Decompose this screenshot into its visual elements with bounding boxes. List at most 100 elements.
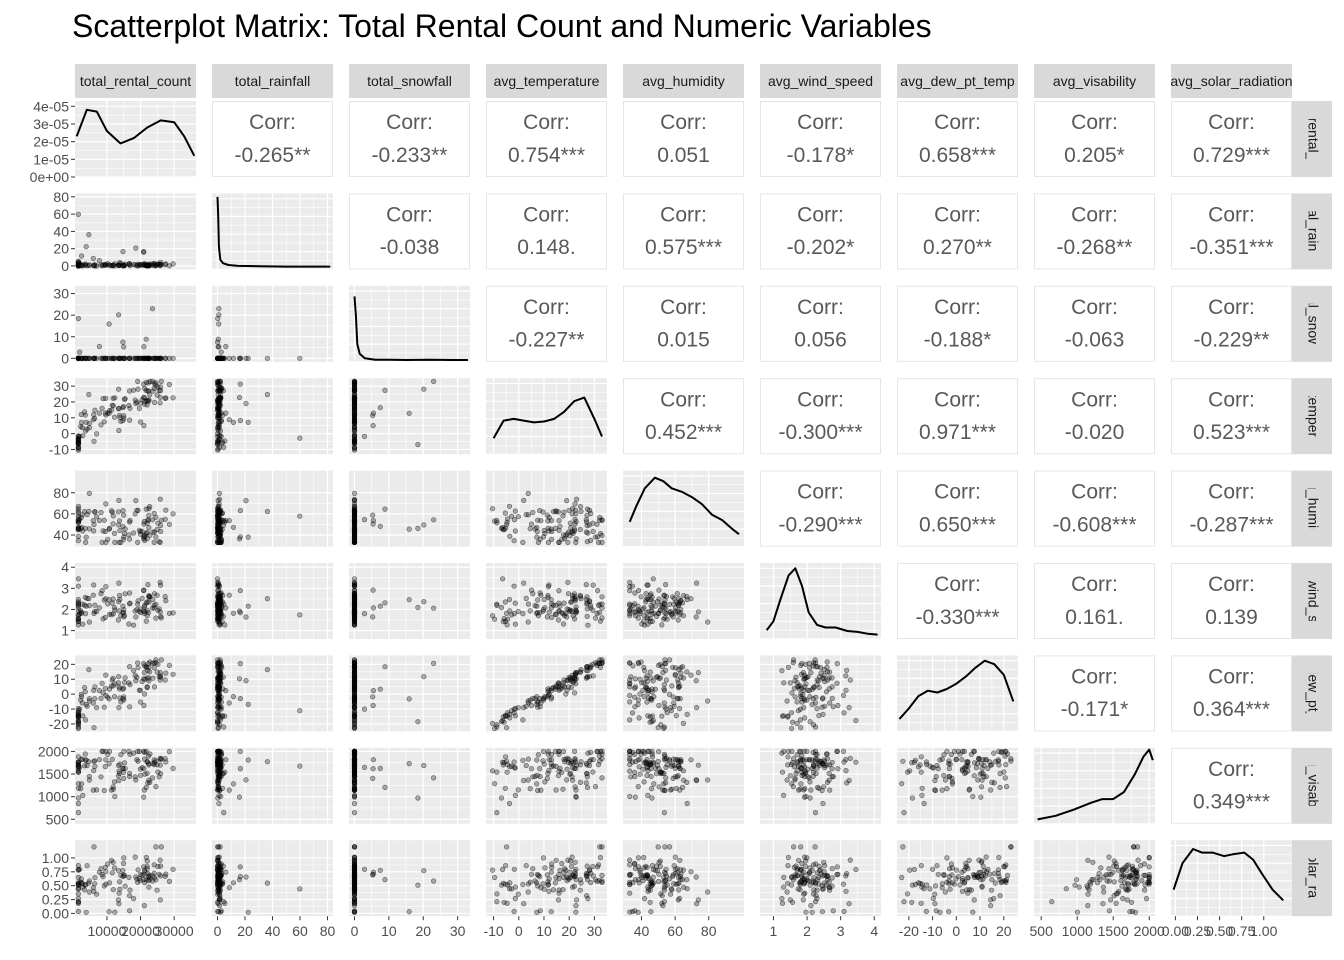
panel-background [349,378,470,455]
scatter-point [406,909,412,915]
scatter-point [792,777,798,783]
scatter-point [797,717,804,723]
scatter-point [504,519,510,525]
scatter-point [243,355,249,361]
right-strip-total-snowfall: total_snowfall [1292,285,1332,362]
corr-box [760,101,881,177]
scatter-point [144,863,150,869]
scatter-point [116,686,123,692]
scatter-point [237,355,243,361]
scatter-point [377,523,383,529]
scatter-point [127,600,133,606]
scatter-point [162,677,168,683]
scatter-point [351,800,358,807]
scatter-point [100,748,106,755]
scatter-point [797,887,803,893]
panel-background [349,747,470,824]
scatter-point [645,616,651,622]
corr-box [486,193,607,270]
scatter-point [970,748,977,755]
scatter-point [545,770,551,777]
panel-total-snowfall-vs-total-snowfall [349,285,470,363]
scatter-point [523,863,529,869]
scatter-point [671,703,677,709]
scatter-point [142,385,148,392]
corr-label: Corr: [934,573,981,596]
corr-label: Corr: [1071,296,1118,319]
scatter-point [216,321,222,327]
corr-label: Corr: [1071,111,1118,134]
scatter-point [641,854,647,861]
scatter-point [693,777,700,784]
scatter-point [151,385,157,392]
panel-avg-visability-vs-avg-humidity [623,747,744,824]
scatter-point [116,592,123,599]
scatter-point [116,890,122,896]
scatter-point [978,784,985,790]
scatter-point [158,528,164,535]
scatter-point [100,616,106,622]
scatter-point [540,881,546,887]
scatter-point [120,508,126,514]
strip-background [623,64,744,98]
scatter-point [500,618,506,625]
scatter-point [780,884,787,890]
scatter-point [91,767,97,774]
scatter-point [555,617,562,623]
scatter-point [535,539,542,546]
scatter-point [92,509,98,515]
scatter-point [215,901,221,907]
scatter-point [790,783,796,790]
scatter-point [237,587,243,594]
scatter-point [573,897,580,903]
scatter-point [705,698,711,704]
strip-label: avg_wind_speed [1305,548,1321,653]
scatter-point [158,756,164,763]
scatter-point [145,581,151,588]
scatter-point [81,887,88,893]
corr-box [760,193,881,270]
panel-avg-humidity-vs-avg-wind-speed: Corr:-0.290*** [760,470,881,547]
scatter-point [351,908,358,915]
scatter-point [635,697,642,703]
scatter-point [133,245,139,251]
scatter-point [100,355,106,361]
scatter-point [146,512,152,519]
scatter-point [599,532,605,538]
scatter-point [695,762,702,768]
scatter-point [507,880,513,886]
scatter-point [790,844,797,850]
scatter-point [151,510,157,517]
scatter-point [688,596,694,602]
scatter-point [120,249,126,255]
scatter-point [834,748,840,755]
scatter-point [144,858,150,864]
scatter-point [351,446,358,452]
scatter-point [673,785,679,791]
corr-value: -0.171* [1061,698,1129,721]
scatter-point [693,580,700,586]
scatter-point [136,405,142,412]
scatter-point [83,909,89,915]
scatter-point [971,773,977,779]
scatter-point [144,684,150,691]
strip-background [760,64,881,98]
top-strip-total-rainfall: total_rainfall [212,64,333,98]
scatter-point [841,908,847,915]
scatter-point [822,863,828,869]
scatter-point [351,757,358,763]
scatter-point [149,306,156,312]
scatter-point [661,725,667,732]
scatter-point [96,343,102,350]
scatter-point [120,765,126,772]
scatter-point [351,873,358,880]
scatter-point [106,410,112,416]
scatter-point [802,715,808,721]
scatter-point [82,412,88,418]
scatter-point [583,517,589,523]
scatter-point [573,909,579,915]
scatter-point [217,415,223,422]
scatter-point [297,886,303,892]
scatter-point [237,660,243,667]
scatter-point [941,752,947,758]
